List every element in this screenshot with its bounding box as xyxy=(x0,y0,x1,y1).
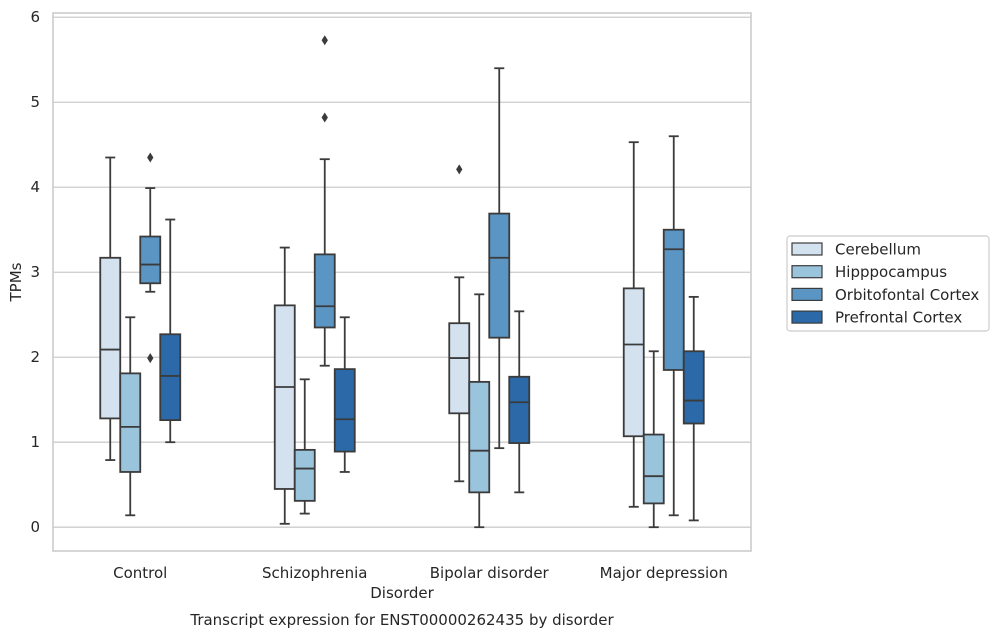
box-group xyxy=(273,246,296,525)
plot-frame xyxy=(52,12,752,552)
box xyxy=(333,368,356,453)
y-tick-labels: 0 1 2 3 4 5 6 xyxy=(30,8,40,536)
box-group xyxy=(159,218,182,444)
legend-item: Prefrontal Cortex xyxy=(791,309,962,327)
x-axis-label: Disorder xyxy=(370,584,434,602)
legend-label: Cerebellum xyxy=(835,241,921,259)
legend-swatch xyxy=(791,287,823,301)
series-prefrontal-cortex xyxy=(159,218,705,522)
y-tick-label: 5 xyxy=(30,93,40,111)
chart-title: Transcript expression for ENST0000026243… xyxy=(189,611,614,629)
box-group xyxy=(622,141,645,508)
box-group xyxy=(448,164,471,483)
box xyxy=(662,228,685,371)
box-group xyxy=(682,295,705,522)
box-group xyxy=(99,156,122,461)
box-group xyxy=(468,293,491,529)
outlier-point xyxy=(147,353,154,364)
box xyxy=(139,235,162,285)
box-group xyxy=(488,67,511,450)
y-tick-label: 4 xyxy=(30,178,40,196)
box-group xyxy=(662,135,685,517)
legend-frame xyxy=(786,235,990,332)
y-tick-label: 3 xyxy=(30,263,40,281)
legend: Cerebellum Hipppocampus Orbitofontal Corte… xyxy=(786,235,990,332)
box xyxy=(488,212,511,339)
box-group xyxy=(313,35,336,367)
box xyxy=(313,253,336,329)
legend-item: Orbitofontal Cortex xyxy=(791,286,979,304)
box xyxy=(99,256,122,420)
box-group xyxy=(333,316,356,473)
legend-swatch xyxy=(791,242,823,256)
outlier-point xyxy=(321,112,328,123)
box-group xyxy=(119,316,142,517)
y-tick-label: 2 xyxy=(30,348,40,366)
box xyxy=(119,372,142,473)
box-group xyxy=(508,310,531,494)
legend-label: Prefrontal Cortex xyxy=(835,309,962,327)
box-group xyxy=(139,152,162,364)
legend-label: Orbitofontal Cortex xyxy=(835,286,979,304)
series-hipppocampus xyxy=(119,293,665,529)
outlier-point xyxy=(456,164,463,175)
box xyxy=(273,304,296,490)
legend-item: Cerebellum xyxy=(791,241,921,259)
outlier-point xyxy=(321,35,328,46)
box xyxy=(468,380,491,494)
legend-label: Hipppocampus xyxy=(835,263,947,281)
box-group xyxy=(642,350,665,529)
y-axis-label: TPMs xyxy=(7,262,25,302)
box xyxy=(293,448,316,502)
y-tick-label: 1 xyxy=(30,433,40,451)
x-tick-label: Schizophrenia xyxy=(262,564,367,582)
box xyxy=(508,375,531,444)
legend-swatch xyxy=(791,265,823,279)
box xyxy=(682,350,705,425)
series-cerebellum xyxy=(99,141,645,525)
box-group xyxy=(293,378,316,515)
series-orbitofontal-cortex xyxy=(139,35,685,517)
x-tick-label: Bipolar disorder xyxy=(430,564,550,582)
legend-item: Hipppocampus xyxy=(791,263,947,281)
legend-swatch xyxy=(791,310,823,324)
box xyxy=(642,433,665,505)
box xyxy=(159,333,182,422)
box-series-layer xyxy=(99,35,705,529)
box xyxy=(622,287,645,438)
box xyxy=(448,322,471,415)
y-tick-label: 0 xyxy=(30,518,40,536)
x-tick-label: Major depression xyxy=(600,564,728,582)
outlier-point xyxy=(147,152,154,163)
x-tick-labels: Control Schizophrenia Bipolar disorder Majo… xyxy=(113,564,728,582)
y-tick-label: 6 xyxy=(30,8,40,26)
x-tick-label: Control xyxy=(113,564,167,582)
